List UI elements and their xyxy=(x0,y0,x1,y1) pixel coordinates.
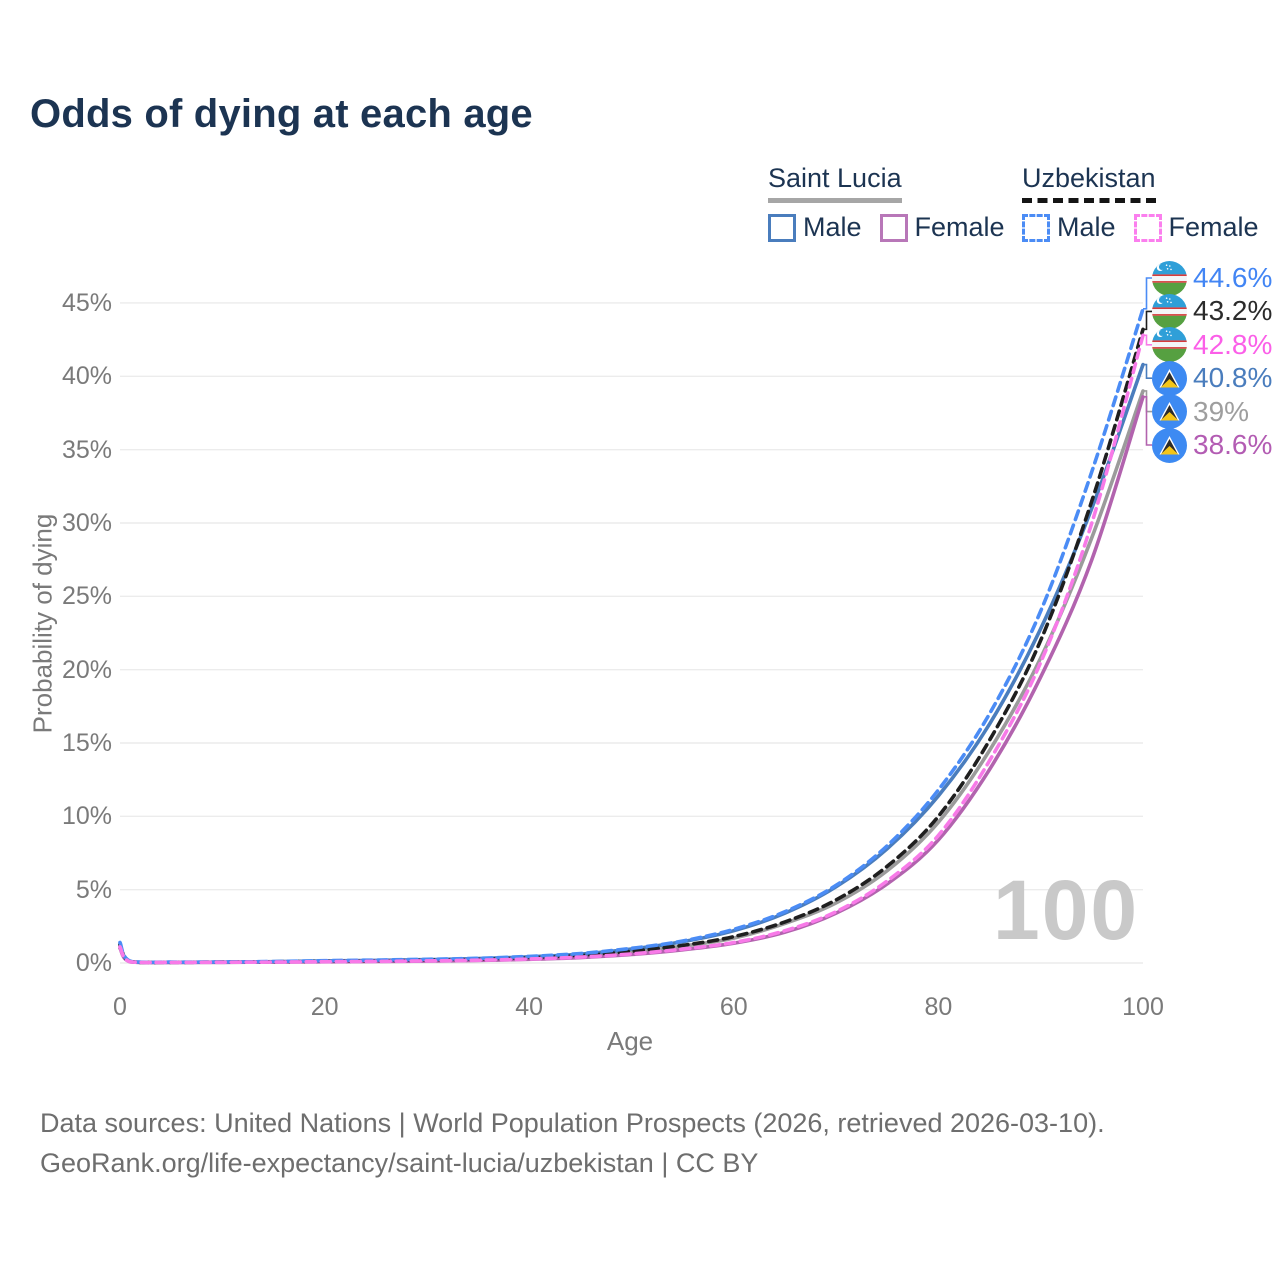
page-title: Odds of dying at each age xyxy=(30,92,533,136)
end-label-saint-lucia-total: 39% xyxy=(1152,394,1249,430)
data-sources-note: Data sources: United Nations | World Pop… xyxy=(40,1108,1105,1138)
legend-label-female: Female xyxy=(1168,212,1259,242)
x-tick-label: 80 xyxy=(924,993,953,1021)
uzbekistan-female-swatch-icon[interactable] xyxy=(1133,213,1162,242)
y-tick-label: 30% xyxy=(61,508,112,537)
x-tick-label: 20 xyxy=(310,993,339,1021)
uzbekistan-flag-icon xyxy=(1152,293,1187,329)
end-label-connector xyxy=(1143,363,1152,379)
end-label-saint-lucia-male: 40.8% xyxy=(1152,360,1272,396)
legend-label-male: Male xyxy=(803,212,862,242)
series-line-saint-lucia-female[interactable] xyxy=(118,395,1145,965)
end-value: 43.2% xyxy=(1193,295,1273,327)
legend-group-saint-lucia: Saint Lucia Male Female xyxy=(768,163,1005,243)
saint-lucia-flag-icon xyxy=(1152,427,1187,463)
end-value: 38.6% xyxy=(1193,429,1273,460)
legend-country-uzbekistan: Uzbekistan xyxy=(1022,163,1156,203)
end-label-connector xyxy=(1143,390,1152,413)
end-label-connector xyxy=(1143,334,1152,346)
uzbekistan-flag-icon xyxy=(1152,327,1187,363)
uzbekistan-male-swatch-icon[interactable] xyxy=(1022,213,1050,242)
uzbekistan-flag-icon xyxy=(1152,260,1187,296)
legend-item-saint-lucia-male[interactable]: Male xyxy=(768,212,862,243)
age-watermark: 100 xyxy=(993,863,1140,957)
y-tick-label: 35% xyxy=(61,435,112,464)
saint-lucia-male-swatch-icon[interactable] xyxy=(768,213,796,242)
saint-lucia-flag-icon xyxy=(1152,360,1187,396)
y-tick-label: 20% xyxy=(61,655,112,684)
end-value: 39% xyxy=(1193,395,1250,427)
end-label-connector xyxy=(1143,310,1152,331)
series-line-uzbekistan-male[interactable] xyxy=(118,307,1145,965)
series-line-uzbekistan-total[interactable] xyxy=(118,327,1145,965)
legend-item-uzbekistan-female[interactable]: Female xyxy=(1133,212,1259,243)
legend-item-saint-lucia-female[interactable]: Female xyxy=(879,212,1005,243)
series-line-uzbekistan-female[interactable] xyxy=(118,333,1145,965)
y-tick-label: 45% xyxy=(61,288,112,317)
saint-lucia-flag-icon xyxy=(1152,394,1187,430)
x-tick-label: 40 xyxy=(515,993,544,1021)
legend-label-male: Male xyxy=(1057,212,1116,242)
legend-country-saint-lucia: Saint Lucia xyxy=(768,163,902,203)
x-axis-title: Age xyxy=(606,1026,654,1056)
y-tick-label: 5% xyxy=(75,875,112,904)
end-label-uzbekistan-female: 42.8% xyxy=(1152,327,1272,363)
series-line-saint-lucia-male[interactable] xyxy=(118,362,1145,965)
legend-group-uzbekistan: Uzbekistan Male Female xyxy=(1022,163,1259,243)
y-tick-label: 40% xyxy=(61,362,112,391)
y-tick-label: 0% xyxy=(75,949,112,977)
series-line-saint-lucia-total[interactable] xyxy=(118,389,1145,965)
x-tick-label: 0 xyxy=(113,993,127,1021)
y-tick-label: 15% xyxy=(61,728,112,757)
legend-item-uzbekistan-male[interactable]: Male xyxy=(1022,212,1116,243)
x-tick-label: 60 xyxy=(719,993,748,1021)
y-tick-label: 25% xyxy=(61,582,112,611)
end-value: 40.8% xyxy=(1193,362,1273,394)
attribution-url: GeoRank.org/life-expectancy/saint-lucia/… xyxy=(40,1148,759,1178)
x-tick-label: 100 xyxy=(1122,993,1164,1021)
end-label-connector xyxy=(1143,277,1152,310)
legend-label-female: Female xyxy=(914,212,1005,242)
end-label-connector xyxy=(1143,396,1152,446)
end-label-uzbekistan-male: 44.6% xyxy=(1152,260,1272,296)
line-chart-plot-area[interactable] xyxy=(0,0,1280,1080)
y-tick-label: 10% xyxy=(61,802,112,831)
saint-lucia-female-swatch-icon[interactable] xyxy=(879,213,908,242)
y-axis-title: Probability of dying xyxy=(27,513,58,734)
end-label-saint-lucia-female: 38.6% xyxy=(1152,427,1272,463)
end-label-uzbekistan-total: 43.2% xyxy=(1152,293,1272,329)
end-value: 44.6% xyxy=(1193,262,1273,293)
end-value: 42.8% xyxy=(1193,328,1273,360)
